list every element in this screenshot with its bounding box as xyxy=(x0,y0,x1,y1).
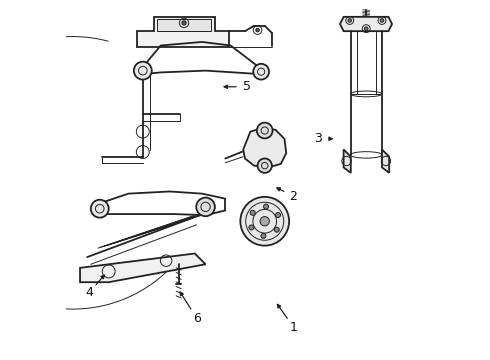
Circle shape xyxy=(196,198,215,216)
Polygon shape xyxy=(157,19,211,31)
Circle shape xyxy=(249,225,254,230)
Polygon shape xyxy=(80,253,205,282)
Text: 3: 3 xyxy=(315,132,322,145)
Text: 6: 6 xyxy=(193,311,200,325)
Circle shape xyxy=(91,200,109,218)
Circle shape xyxy=(275,212,281,217)
Circle shape xyxy=(274,227,279,232)
Circle shape xyxy=(250,210,255,215)
Circle shape xyxy=(264,204,269,209)
Polygon shape xyxy=(137,17,229,47)
Circle shape xyxy=(365,27,368,31)
Polygon shape xyxy=(243,128,286,167)
Polygon shape xyxy=(340,17,392,31)
Text: 1: 1 xyxy=(290,320,297,333)
Circle shape xyxy=(261,233,266,238)
Circle shape xyxy=(260,217,270,226)
Circle shape xyxy=(240,197,289,246)
Circle shape xyxy=(134,62,152,80)
Text: 4: 4 xyxy=(85,287,93,300)
Polygon shape xyxy=(382,149,389,173)
Circle shape xyxy=(258,158,272,173)
Circle shape xyxy=(256,28,259,32)
Circle shape xyxy=(380,19,384,22)
Text: 2: 2 xyxy=(290,190,297,203)
Circle shape xyxy=(257,123,272,138)
Polygon shape xyxy=(343,149,351,173)
Circle shape xyxy=(348,19,351,22)
Text: 5: 5 xyxy=(243,80,251,93)
Circle shape xyxy=(253,64,269,80)
Circle shape xyxy=(182,21,186,25)
